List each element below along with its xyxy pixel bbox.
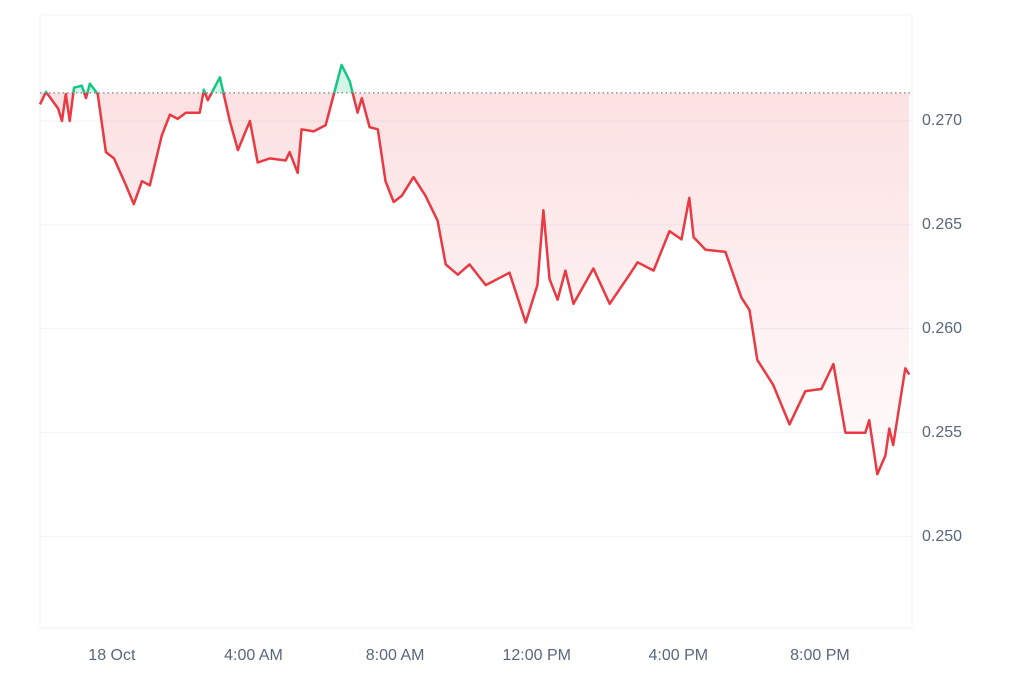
price-line-down <box>38 92 911 476</box>
y-tick-label: 0.250 <box>922 528 962 545</box>
area-down <box>40 92 910 475</box>
x-tick-label: 4:00 AM <box>224 647 283 664</box>
x-tick-label: 18 Oct <box>88 647 136 664</box>
plot-frame <box>39 14 913 629</box>
x-tick-label: 4:00 PM <box>649 647 709 664</box>
y-tick-label: 0.270 <box>922 112 962 129</box>
y-tick-label: 0.265 <box>922 216 962 233</box>
x-tick-label: 8:00 PM <box>790 647 850 664</box>
y-tick-label: 0.255 <box>922 424 962 441</box>
y-tick-label: 0.260 <box>922 320 962 337</box>
x-tick-label: 12:00 PM <box>502 647 570 664</box>
x-tick-label: 8:00 AM <box>366 647 425 664</box>
